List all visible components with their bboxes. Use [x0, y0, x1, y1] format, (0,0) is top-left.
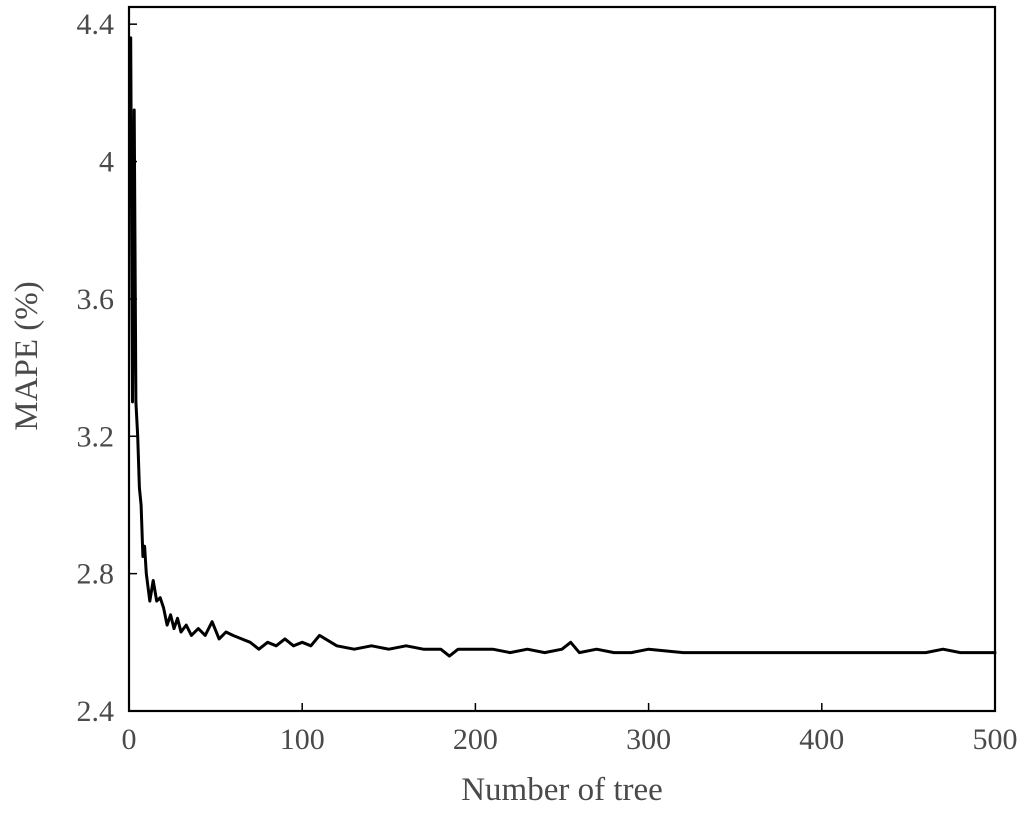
series-line-0: [129, 36, 997, 658]
axis-ticks: [128, 23, 996, 712]
y-axis-title: MAPE (%): [9, 281, 45, 430]
x-axis-title: Number of tree: [461, 772, 663, 808]
y-tick-label: 4: [99, 146, 114, 179]
x-tick-label: 300: [626, 723, 671, 756]
plot-frame: [127, 5, 997, 713]
x-tick-label: 200: [453, 723, 498, 756]
tick-labels: 0 100 200 300 400 500 2.4 2.8 3.2 3.6 4 4.4: [77, 8, 1018, 756]
y-tick-label: 3.2: [77, 420, 115, 453]
y-tick-label: 2.8: [77, 558, 115, 591]
y-tick-label: 3.6: [77, 283, 115, 316]
series-lines: [129, 36, 997, 658]
y-tick-label: 4.4: [77, 8, 115, 41]
x-tick-label: 500: [973, 723, 1018, 756]
x-tick-label: 400: [799, 723, 844, 756]
y-tick-label: 2.4: [77, 695, 115, 728]
x-tick-label: 100: [280, 723, 325, 756]
x-tick-label: 0: [122, 723, 137, 756]
